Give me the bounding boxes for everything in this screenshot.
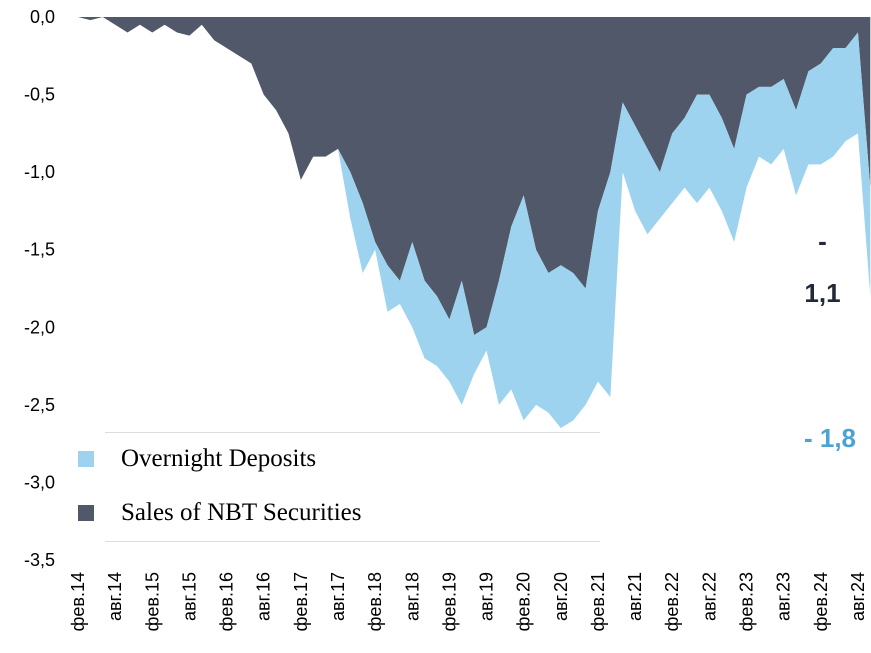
x-tick-label: фев.24 xyxy=(811,572,831,631)
x-tick-label: авг.21 xyxy=(625,572,645,621)
legend-label: Sales of NBT Securities xyxy=(121,499,362,526)
x-tick-label: фев.15 xyxy=(142,572,162,631)
area xyxy=(78,17,871,336)
x-tick-label: фев.20 xyxy=(514,572,534,631)
x-tick-label: фев.17 xyxy=(291,572,311,631)
x-tick-label: авг.19 xyxy=(477,572,497,621)
y-tick-label: -3,0 xyxy=(24,472,55,492)
annotation: - 1,1 xyxy=(804,226,841,308)
x-tick-label: авг.16 xyxy=(254,572,274,621)
y-tick-label: -1,0 xyxy=(24,162,55,182)
legend: Overnight Deposits Sales of NBT Securitie… xyxy=(105,432,600,542)
y-tick-label: -3,5 xyxy=(24,550,55,570)
x-tick-label: авг.24 xyxy=(848,572,868,621)
y-tick-label: -2,0 xyxy=(24,317,55,337)
legend-swatch xyxy=(78,505,94,521)
x-tick-label: авг.20 xyxy=(551,572,571,621)
x-tick-label: фев.16 xyxy=(217,572,237,631)
x-tick-label: фев.18 xyxy=(365,572,385,631)
area xyxy=(78,17,871,429)
legend-label: Overnight Deposits xyxy=(121,445,317,472)
x-tick-label: фев.14 xyxy=(68,572,88,631)
x-tick-label: авг.23 xyxy=(774,572,794,621)
x-tick-label: авг.17 xyxy=(328,572,348,621)
x-tick-label: фев.22 xyxy=(662,572,682,631)
x-tick-label: авг.18 xyxy=(402,572,422,621)
annotation: - 1,8 xyxy=(803,423,857,453)
y-tick-label: 0,0 xyxy=(30,7,55,27)
x-tick-label: авг.15 xyxy=(179,572,199,621)
x-tick-label: авг.14 xyxy=(105,572,125,621)
y-tick-label: -1,5 xyxy=(24,240,55,260)
x-tick-label: фев.23 xyxy=(737,572,757,631)
x-tick-label: фев.21 xyxy=(588,572,608,631)
y-tick-label: -0,5 xyxy=(24,85,55,105)
x-tick-label: фев.19 xyxy=(439,572,459,631)
legend-swatch xyxy=(78,451,94,467)
x-tick-label: авг.22 xyxy=(699,572,719,621)
y-tick-label: -2,5 xyxy=(24,395,55,415)
